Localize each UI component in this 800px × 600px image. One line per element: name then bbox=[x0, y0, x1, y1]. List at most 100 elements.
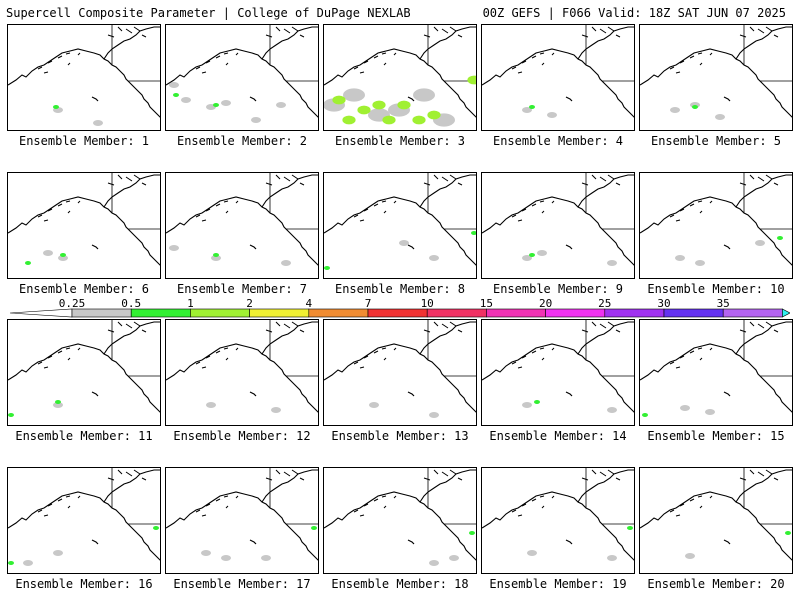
scp-contour-mid bbox=[55, 400, 61, 404]
scp-contour-low bbox=[211, 255, 221, 261]
scp-contour-low bbox=[607, 555, 617, 561]
ensemble-map-panel bbox=[639, 24, 793, 131]
scp-contour-low bbox=[607, 407, 617, 413]
scp-contour-low bbox=[680, 405, 690, 411]
colorbar-tick-label: 10 bbox=[420, 297, 434, 310]
ensemble-member-label: Ensemble Member: 9 bbox=[492, 282, 624, 296]
colorbar-segment bbox=[249, 308, 310, 318]
ensemble-map-panel bbox=[639, 467, 793, 574]
pacific-map bbox=[8, 173, 160, 266]
coastline bbox=[482, 491, 634, 561]
ensemble-map-panel bbox=[7, 172, 161, 279]
scp-contour-mid bbox=[471, 231, 476, 235]
coastline bbox=[37, 174, 147, 222]
scp-contour-mid bbox=[467, 75, 476, 85]
coastline bbox=[723, 539, 731, 545]
coastline bbox=[565, 244, 573, 250]
scp-contour-low bbox=[527, 550, 537, 556]
coastline bbox=[511, 321, 621, 369]
colorbar-over-arrow bbox=[782, 308, 790, 318]
coastline bbox=[353, 321, 463, 369]
scp-contour-low bbox=[449, 555, 459, 561]
scp-contour-low bbox=[181, 97, 191, 103]
coastline bbox=[577, 321, 634, 355]
scp-contour-low bbox=[547, 112, 557, 118]
colorbar-segment bbox=[367, 308, 428, 318]
colorbar-tick-label: 2 bbox=[246, 297, 253, 310]
coastline bbox=[669, 26, 779, 74]
ensemble-map-panel bbox=[165, 319, 319, 426]
scp-contour-mid bbox=[529, 253, 535, 257]
ensemble-map-panel bbox=[7, 24, 161, 131]
pacific-map bbox=[640, 173, 792, 266]
ensemble-map-panel bbox=[481, 467, 635, 574]
coastline bbox=[511, 174, 621, 222]
pacific-map bbox=[166, 320, 318, 413]
coastline bbox=[249, 539, 257, 545]
coastline bbox=[103, 469, 160, 503]
scp-contour-low bbox=[755, 240, 765, 246]
scp-contour-mid bbox=[642, 413, 648, 417]
coastline bbox=[37, 469, 147, 517]
pacific-map bbox=[8, 468, 160, 566]
ensemble-member-label: Ensemble Member: 1 bbox=[18, 134, 150, 148]
pacific-map bbox=[324, 468, 476, 566]
coastline bbox=[640, 491, 792, 561]
coastline bbox=[669, 174, 779, 222]
coastline bbox=[195, 469, 305, 517]
coastline bbox=[735, 469, 792, 503]
pacific-map bbox=[166, 468, 318, 561]
pacific-map bbox=[324, 320, 476, 418]
run-valid-time: 00Z GEFS | F066 Valid: 18Z SAT JUN 07 20… bbox=[482, 6, 786, 20]
coastline bbox=[407, 244, 415, 250]
pacific-map bbox=[324, 25, 476, 127]
coastline bbox=[166, 343, 318, 413]
coastline bbox=[249, 96, 257, 102]
coastline bbox=[103, 321, 160, 355]
ensemble-member-label: Ensemble Member: 5 bbox=[650, 134, 782, 148]
ensemble-map-panel bbox=[165, 172, 319, 279]
scp-contour-low bbox=[169, 82, 179, 88]
ensemble-member-label: Ensemble Member: 3 bbox=[334, 134, 466, 148]
coastline bbox=[735, 174, 792, 208]
coastline bbox=[91, 96, 99, 102]
coastline bbox=[166, 196, 318, 266]
colorbar-tick-label: 30 bbox=[657, 297, 671, 310]
scp-contour-mid bbox=[25, 261, 31, 265]
ensemble-member-label: Ensemble Member: 13 bbox=[331, 429, 469, 443]
coastline bbox=[324, 48, 476, 118]
scp-contour-low bbox=[23, 560, 33, 566]
colorbar-segment bbox=[130, 308, 191, 318]
coastline bbox=[407, 96, 415, 102]
ensemble-map-panel bbox=[7, 319, 161, 426]
pacific-map bbox=[640, 320, 792, 417]
scp-contour-low bbox=[705, 409, 715, 415]
ensemble-map-panel bbox=[481, 24, 635, 131]
colorbar-tick-label: 0.25 bbox=[58, 297, 86, 310]
scp-contour-low bbox=[343, 88, 365, 102]
coastline bbox=[482, 196, 634, 266]
scp-contour-mid bbox=[357, 105, 371, 115]
ensemble-member-label: Ensemble Member: 10 bbox=[647, 282, 785, 296]
scp-contour-low bbox=[429, 560, 439, 566]
coastline bbox=[261, 469, 318, 503]
ensemble-member-label: Ensemble Member: 2 bbox=[176, 134, 308, 148]
coastline bbox=[640, 343, 792, 413]
coastline bbox=[8, 48, 160, 118]
coastline bbox=[723, 96, 731, 102]
scp-contour-low bbox=[675, 255, 685, 261]
ensemble-map-panel bbox=[481, 172, 635, 279]
coastline bbox=[91, 391, 99, 397]
ensemble-map-panel bbox=[7, 467, 161, 574]
coastline bbox=[261, 321, 318, 355]
coastline bbox=[669, 469, 779, 517]
scp-contour-mid bbox=[427, 110, 441, 120]
ensemble-member-label: Ensemble Member: 7 bbox=[176, 282, 308, 296]
scp-contour-mid bbox=[785, 531, 791, 535]
ensemble-map-panel bbox=[639, 172, 793, 279]
coastline bbox=[511, 26, 621, 74]
ensemble-member-label: Ensemble Member: 12 bbox=[173, 429, 311, 443]
scp-contour-mid bbox=[53, 105, 59, 109]
pacific-map bbox=[324, 173, 476, 270]
coastline bbox=[565, 96, 573, 102]
